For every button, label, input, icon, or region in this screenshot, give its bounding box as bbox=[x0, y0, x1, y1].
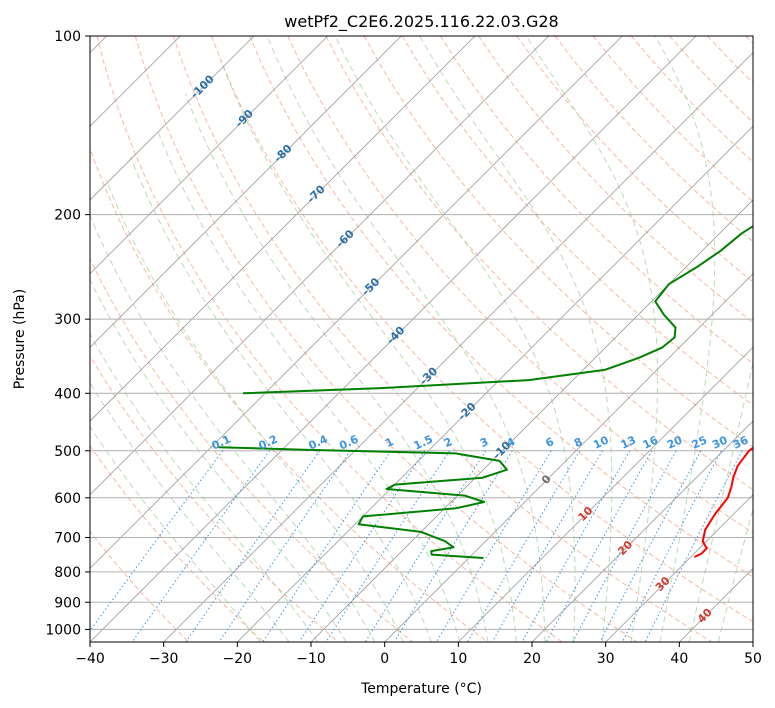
mixing-ratio-line bbox=[262, 450, 392, 642]
isotherm-line bbox=[605, 494, 753, 642]
isotherm-line bbox=[90, 36, 255, 201]
mixing-ratio-label: 30 bbox=[710, 433, 730, 451]
axes: −40 −30 −20 −10 0 10 20 30 40 50 100 200 300 400 500 60… bbox=[45, 29, 762, 667]
x-axis-title: Temperature (°C) bbox=[360, 681, 482, 697]
isotherm-line bbox=[90, 36, 697, 642]
moist-adiabat-line bbox=[90, 425, 261, 642]
mixing-ratio-line bbox=[435, 450, 552, 642]
mixing-ratio-line bbox=[298, 450, 426, 642]
moist-adiabat-line bbox=[90, 381, 290, 642]
mixing-ratio-line bbox=[90, 450, 224, 632]
dry-adiabat-line bbox=[90, 530, 190, 642]
moist-adiabat-line bbox=[220, 60, 517, 642]
moist-adiabat-line bbox=[525, 36, 659, 642]
dry-adiabat-line bbox=[401, 36, 753, 406]
moist-adiabat-line bbox=[334, 36, 576, 642]
mixing-ratio-label: 16 bbox=[641, 433, 661, 451]
dry-adiabat-line bbox=[90, 354, 339, 642]
dry-adiabat-line bbox=[325, 36, 753, 491]
isotherm-line bbox=[384, 273, 753, 642]
isotherm-line bbox=[90, 36, 328, 275]
mixing-ratio-line bbox=[545, 450, 653, 642]
dry-adiabat-line bbox=[516, 36, 753, 283]
moist-adiabat-line bbox=[419, 36, 613, 642]
y-tick-label: 200 bbox=[54, 208, 81, 224]
isotherm-line bbox=[90, 36, 623, 569]
sounding-profile-line bbox=[242, 225, 753, 395]
isotherm-line bbox=[90, 36, 402, 348]
dry-adiabat-line bbox=[90, 444, 264, 642]
y-tick-label: 300 bbox=[54, 312, 81, 328]
isotherm-line bbox=[90, 36, 476, 422]
isotherm-line bbox=[90, 36, 549, 496]
mixing-ratio-label: 25 bbox=[690, 434, 709, 452]
y-axis-title: Pressure (hPa) bbox=[12, 289, 28, 389]
sounding-profiles bbox=[218, 225, 753, 559]
moist-adiabat-line bbox=[90, 278, 347, 642]
plot-background bbox=[90, 36, 753, 642]
isotherm-line bbox=[237, 125, 753, 642]
y-tick-label: 100 bbox=[54, 29, 81, 45]
y-tick-label: 900 bbox=[54, 595, 81, 611]
x-tick-label: 0 bbox=[380, 651, 389, 667]
x-tick-label: −10 bbox=[296, 651, 326, 667]
mixing-ratio-line bbox=[621, 450, 722, 642]
mixing-ratio-label: 36 bbox=[731, 433, 751, 451]
mixing-ratio-line bbox=[521, 450, 631, 642]
y-tick-label: 1000 bbox=[45, 622, 81, 638]
moist-adiabat-line bbox=[90, 333, 319, 642]
moist-adiabat-line bbox=[184, 93, 489, 642]
mixing-ratio-line bbox=[599, 450, 702, 642]
x-tick-label: 20 bbox=[523, 651, 541, 667]
dry-adiabat-line bbox=[249, 36, 753, 578]
isotherm-line bbox=[531, 420, 753, 642]
x-tick-label: 30 bbox=[597, 651, 615, 667]
x-tick-label: 50 bbox=[744, 651, 762, 667]
dry-adiabat-line bbox=[211, 36, 753, 623]
dry-adiabat-line bbox=[96, 36, 563, 642]
mixing-ratio-line bbox=[393, 450, 513, 642]
y-tick-label: 500 bbox=[54, 444, 81, 460]
moist-adiabat-line bbox=[688, 360, 753, 642]
moist-adiabat-line bbox=[717, 507, 753, 642]
x-tick-label: −30 bbox=[149, 651, 179, 667]
dry-adiabat-line bbox=[287, 36, 753, 534]
x-tick-label: −40 bbox=[75, 651, 105, 667]
y-tick-label: 600 bbox=[54, 491, 81, 507]
mixing-ratio-line bbox=[218, 450, 351, 642]
mixing-ratio-label: 13 bbox=[619, 433, 638, 451]
dry-adiabat-line bbox=[90, 147, 488, 642]
dry-adiabat-line bbox=[478, 36, 753, 324]
moist-adiabat-line bbox=[266, 36, 546, 642]
dry-adiabat-line bbox=[90, 257, 414, 642]
mixing-ratio-line bbox=[572, 450, 677, 642]
moist-adiabat-line bbox=[90, 214, 376, 642]
x-tick-label: −20 bbox=[223, 651, 253, 667]
isotherm-line bbox=[458, 346, 753, 642]
mixing-ratio-label: 20 bbox=[665, 433, 685, 451]
background-lines bbox=[90, 36, 753, 642]
mixing-ratio-line bbox=[185, 450, 321, 642]
y-tick-label: 700 bbox=[54, 531, 81, 547]
x-tick-label: 10 bbox=[449, 651, 467, 667]
x-tick-label: 40 bbox=[670, 651, 688, 667]
sounding-profile-line bbox=[218, 446, 508, 559]
moist-adiabat-line bbox=[105, 180, 404, 642]
dry-adiabat-line bbox=[439, 36, 753, 365]
isotherm-line bbox=[163, 52, 753, 642]
sounding-profile-line bbox=[693, 446, 753, 558]
moist-adiabat-line bbox=[654, 36, 716, 642]
mixing-ratio-line bbox=[644, 450, 743, 642]
mixing-ratio-label: 10 bbox=[591, 433, 611, 451]
y-tick-label: 400 bbox=[54, 386, 81, 402]
chart-title: wetPf2_C2E6.2025.116.22.03.G28 bbox=[284, 12, 558, 32]
y-tick-label: 800 bbox=[54, 565, 81, 581]
plot-frame bbox=[89, 35, 754, 643]
dry-adiabat-line bbox=[172, 36, 712, 642]
isotherm-line bbox=[310, 199, 753, 642]
